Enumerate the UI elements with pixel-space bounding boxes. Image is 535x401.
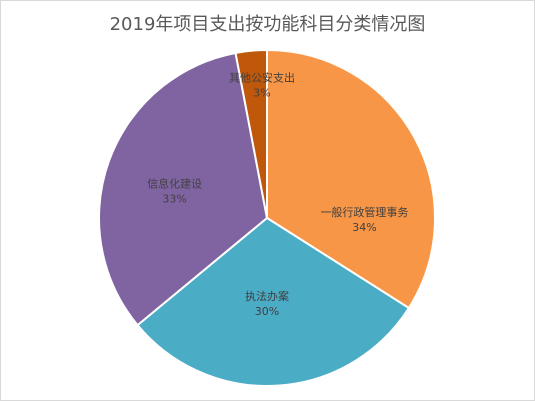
slice-label: 一般行政管理事务: [320, 205, 408, 219]
slice-percent-label: 34%: [352, 221, 376, 234]
slice-label: 信息化建设: [147, 176, 202, 190]
slice-label: 执法办案: [245, 289, 289, 303]
slice-percent-label: 33%: [162, 192, 186, 205]
pie-slice: [136, 216, 411, 387]
pie-slice: [98, 51, 269, 327]
slice-label: 其他公安支出: [229, 71, 295, 85]
pie-slice: [234, 48, 268, 219]
slice-percent-label: 30%: [255, 305, 279, 318]
slice-percent-label: 3%: [253, 87, 270, 100]
chart-title: 2019年项目支出按功能科目分类情况图: [109, 14, 426, 35]
